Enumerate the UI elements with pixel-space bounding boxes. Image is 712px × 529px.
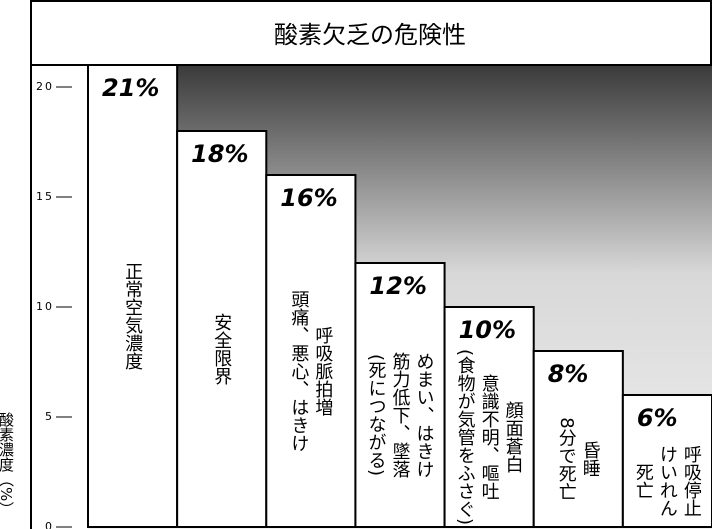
value-label: 21%	[102, 74, 159, 102]
value-label: 16%	[280, 184, 337, 212]
bar	[176, 130, 268, 528]
y-tick-label: 15	[36, 190, 54, 203]
description: 顔面蒼白	[503, 401, 524, 473]
value-label: 18%	[191, 140, 248, 168]
description: けいれん	[657, 445, 678, 517]
description: 呼吸脈拍増	[312, 326, 333, 416]
value-label: 6%	[637, 404, 678, 432]
value-label: 10%	[459, 316, 516, 344]
description: 昏睡	[580, 441, 601, 477]
bar	[532, 350, 624, 528]
description: 呼吸停止	[681, 445, 702, 517]
value-label: 8%	[548, 360, 589, 388]
y-tick-label: 10	[36, 300, 54, 313]
description: 意識不明、嘔吐	[479, 374, 500, 500]
description: 安全限界	[211, 313, 232, 385]
description: (死につながる)	[366, 354, 387, 476]
bar	[621, 394, 712, 528]
description: 8分で死亡	[556, 417, 577, 500]
description: 頭痛、悪心、はきけ	[288, 290, 309, 452]
y-tick-label: 20	[36, 80, 54, 93]
chart-title: 酸素欠乏の危険性	[274, 21, 466, 49]
description: 筋力低下、墜落	[390, 352, 411, 478]
y-tick-label: 5	[45, 410, 54, 423]
value-label: 12%	[369, 272, 426, 300]
title-box	[30, 0, 712, 66]
y-tick-label: 0	[45, 520, 54, 529]
bar	[354, 262, 446, 528]
y-axis-label: 酸素濃度（%）	[0, 412, 15, 516]
description: (食物が気管をふさぐ)	[455, 349, 476, 525]
bar	[87, 64, 179, 528]
bar	[265, 174, 357, 528]
description: 死亡	[633, 463, 654, 499]
description: 正常空気濃度	[122, 262, 143, 370]
bar	[443, 306, 535, 528]
description: めまい、はきけ	[414, 352, 435, 478]
